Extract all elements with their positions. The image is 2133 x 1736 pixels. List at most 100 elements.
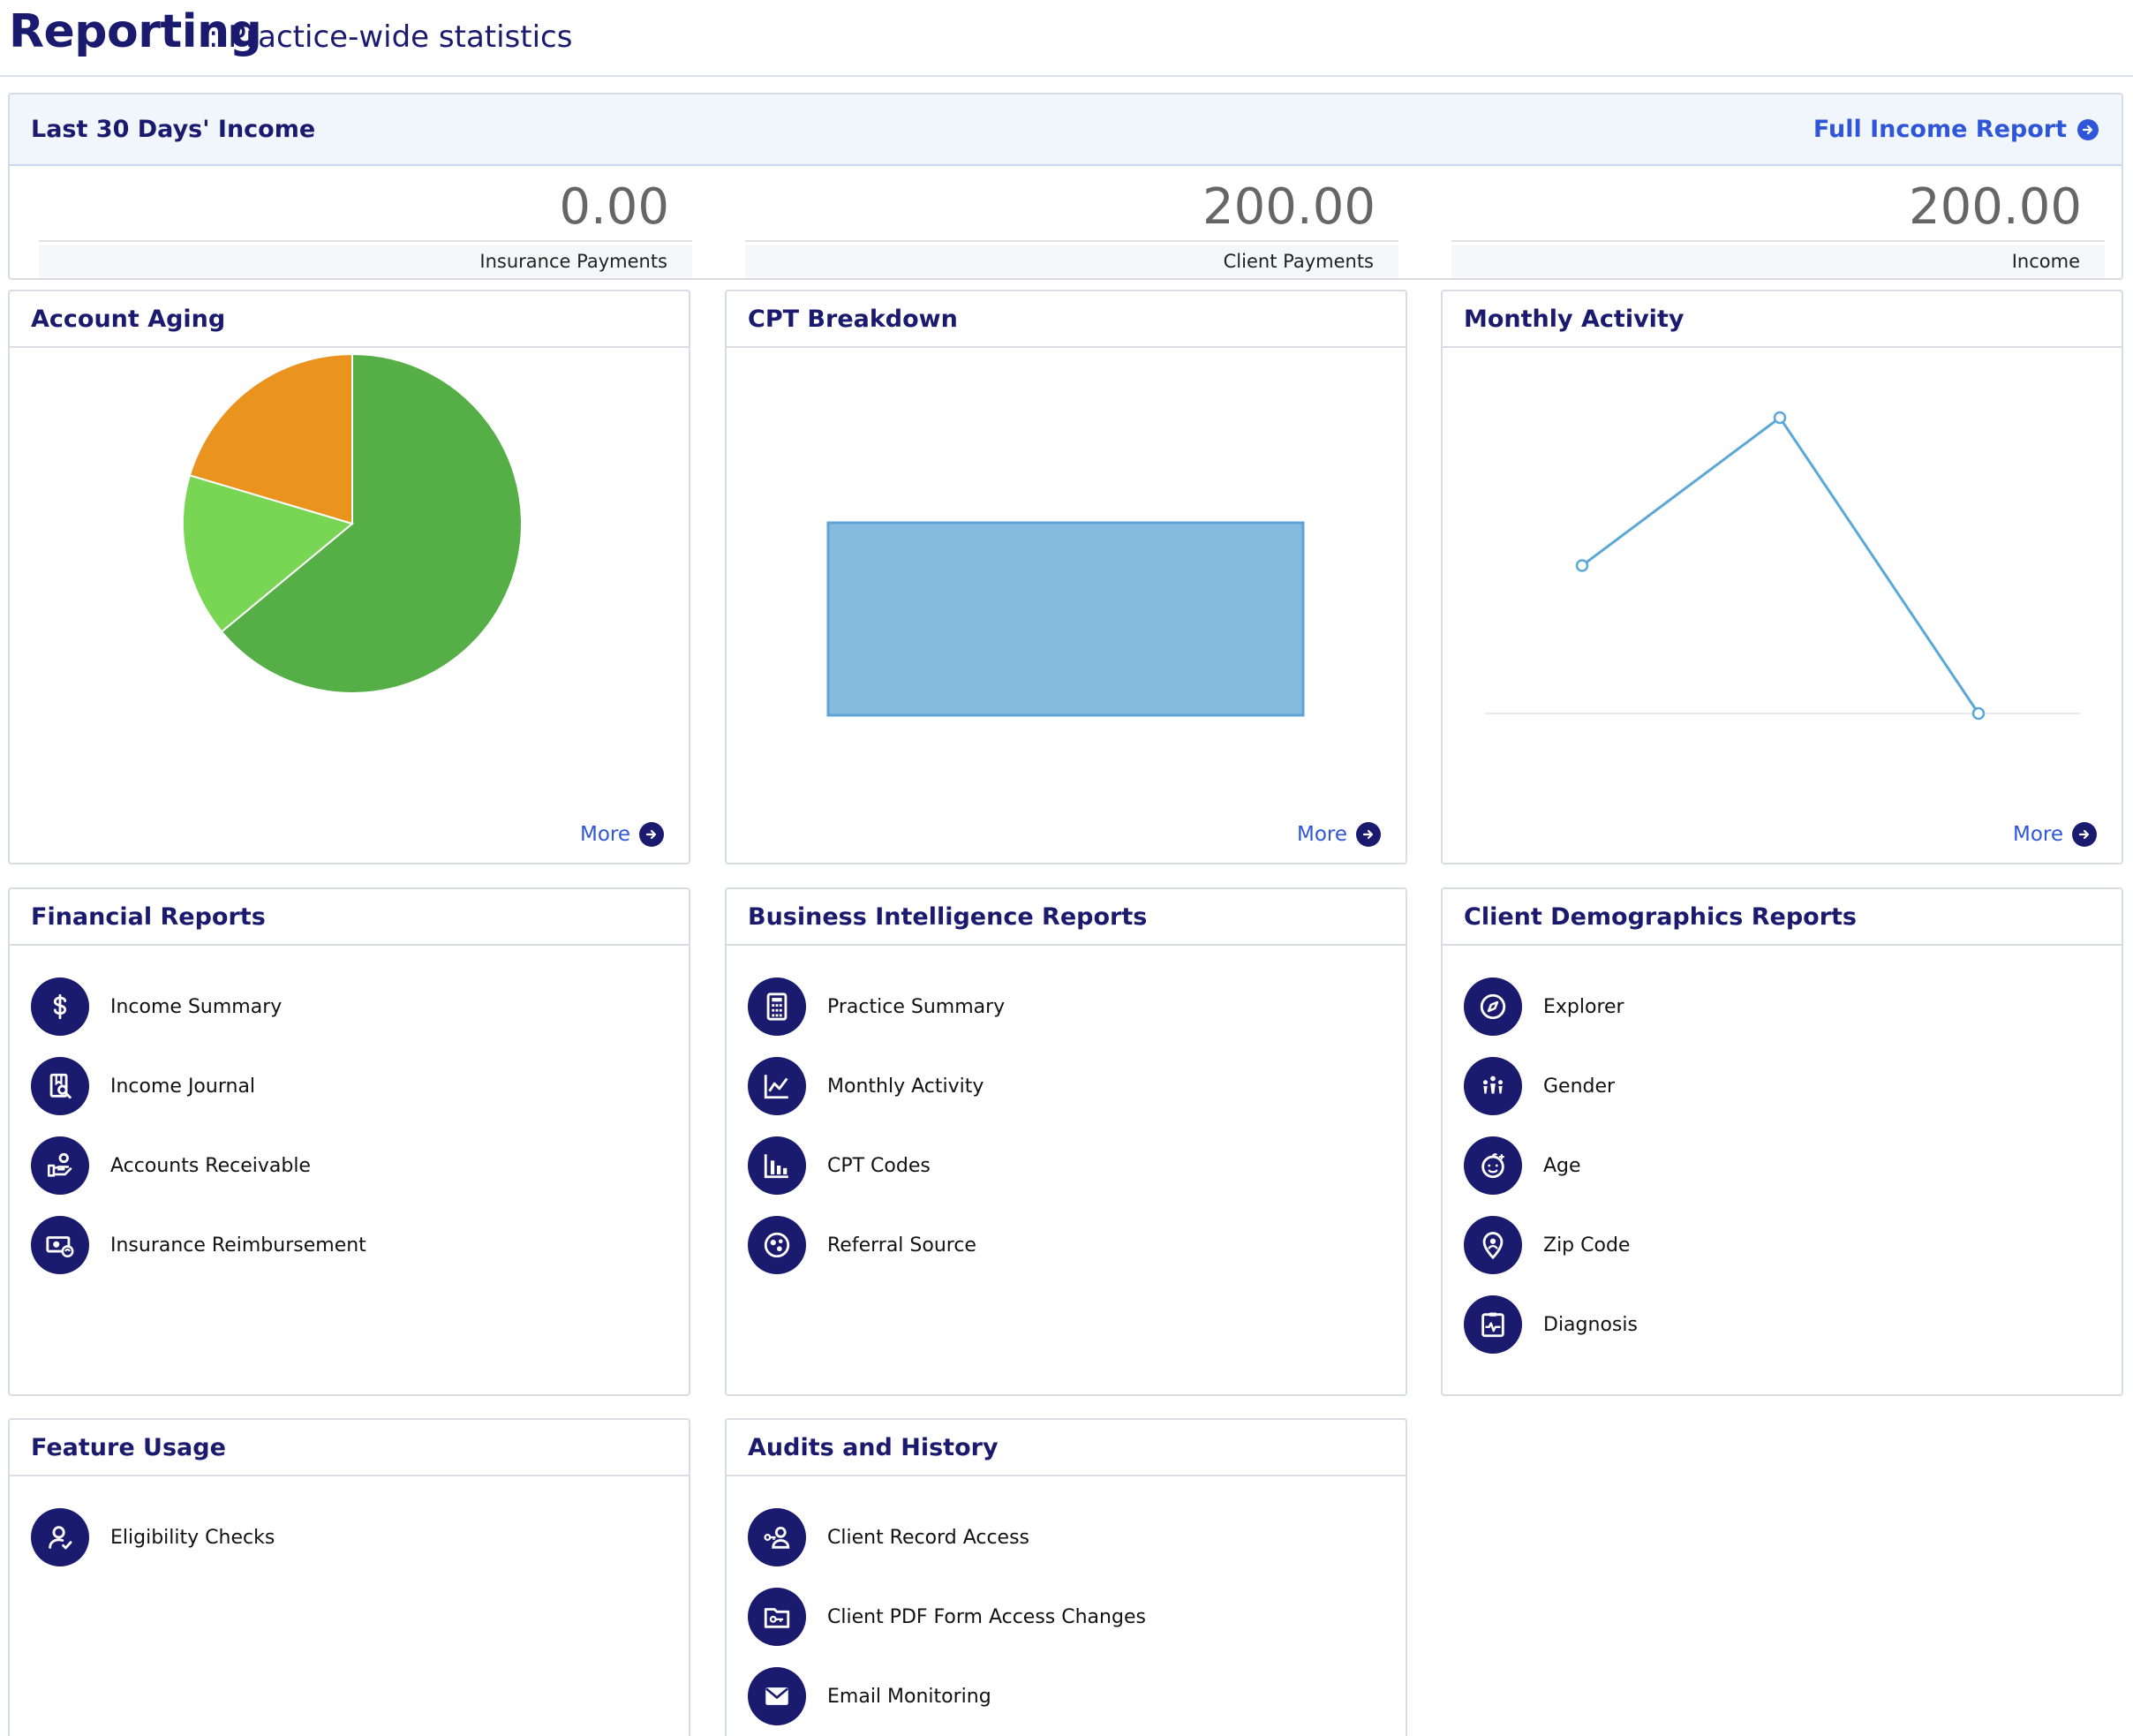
report-item-client-record-access[interactable]: Client Record Access — [748, 1498, 1406, 1577]
feature-usage-panel: Feature Usage Eligibility Checks — [8, 1418, 690, 1736]
item-label: CPT Codes — [827, 1154, 931, 1177]
item-label: Income Summary — [110, 995, 283, 1018]
audits-list: Client Record Access Client PDF Form Acc… — [727, 1476, 1406, 1736]
activity-point — [1773, 411, 1787, 425]
stat-label-box: Insurance Payments — [39, 245, 692, 277]
account-aging-chart-area — [10, 350, 689, 863]
feature-usage-title: Feature Usage — [31, 1433, 226, 1461]
map-pin-icon — [1464, 1216, 1522, 1274]
report-item-cpt-codes[interactable]: CPT Codes — [748, 1126, 1406, 1205]
report-item-eligibility-checks[interactable]: Eligibility Checks — [31, 1498, 689, 1577]
dollar-icon — [31, 977, 89, 1036]
arrow-right-circle-icon — [2072, 822, 2097, 847]
money-refresh-icon — [31, 1216, 89, 1274]
cpt-breakdown-more-link[interactable]: More — [1297, 822, 1381, 847]
account-aging-more-link[interactable]: More — [580, 822, 664, 847]
report-item-age[interactable]: Age — [1464, 1126, 2122, 1205]
monthly-activity-title: Monthly Activity — [1464, 305, 1685, 333]
item-label: Zip Code — [1543, 1234, 1631, 1257]
report-item-email-monitoring[interactable]: Email Monitoring — [748, 1657, 1406, 1736]
report-item-diagnosis[interactable]: Diagnosis — [1464, 1285, 2122, 1364]
people-icon — [1464, 1057, 1522, 1115]
report-item-client-pdf-form-access-changes[interactable]: Client PDF Form Access Changes — [748, 1577, 1406, 1657]
report-item-insurance-reimbursement[interactable]: Insurance Reimbursement — [31, 1205, 689, 1285]
income-panel: Last 30 Days' Income Full Income Report … — [8, 93, 2123, 280]
baby-face-icon — [1464, 1136, 1522, 1195]
item-label: Age — [1543, 1154, 1581, 1177]
bi-reports-panel: Business Intelligence Reports Practice S… — [725, 887, 1407, 1396]
cpt-bar — [826, 521, 1305, 717]
stat-label-box: Client Payments — [745, 245, 1398, 277]
report-item-zip-code[interactable]: Zip Code — [1464, 1205, 2122, 1285]
page-subtitle: : Practice-wide statistics — [208, 19, 573, 55]
report-item-monthly-activity[interactable]: Monthly Activity — [748, 1046, 1406, 1126]
financial-reports-header: Financial Reports — [10, 889, 689, 946]
item-label: Monthly Activity — [827, 1075, 984, 1098]
item-label: Diagnosis — [1543, 1313, 1638, 1336]
cpt-breakdown-chart-area — [727, 350, 1406, 863]
audits-panel: Audits and History Client Record Access … — [725, 1418, 1407, 1736]
report-item-explorer[interactable]: Explorer — [1464, 967, 2122, 1046]
cpt-breakdown-header: CPT Breakdown — [727, 291, 1406, 348]
cpt-breakdown-bar-chart — [826, 521, 1305, 717]
financial-reports-panel: Financial Reports Income Summary Income … — [8, 887, 690, 1396]
account-aging-panel: Account Aging More — [8, 290, 690, 864]
user-check-icon — [31, 1508, 89, 1566]
divider — [39, 240, 692, 242]
report-item-referral-source[interactable]: Referral Source — [748, 1205, 1406, 1285]
income-stat: 200.00 Income — [1451, 178, 2105, 277]
bi-reports-list: Practice Summary Monthly Activity CPT Co… — [727, 946, 1406, 1285]
audits-title: Audits and History — [748, 1433, 999, 1461]
report-item-accounts-receivable[interactable]: Accounts Receivable — [31, 1126, 689, 1205]
item-label: Eligibility Checks — [110, 1526, 275, 1549]
calculator-icon — [748, 977, 806, 1036]
bi-reports-title: Business Intelligence Reports — [748, 902, 1148, 931]
bi-reports-header: Business Intelligence Reports — [727, 889, 1406, 946]
demographics-reports-header: Client Demographics Reports — [1443, 889, 2122, 946]
demographics-reports-panel: Client Demographics Reports Explorer Gen… — [1441, 887, 2123, 1396]
demographics-reports-list: Explorer Gender Age Zip Code Diagnosis — [1443, 946, 2122, 1364]
financial-reports-title: Financial Reports — [31, 902, 266, 931]
insurance-payments-stat: 0.00 Insurance Payments — [39, 178, 692, 277]
income-panel-header: Last 30 Days' Income — [10, 94, 2122, 166]
user-key-icon — [748, 1508, 806, 1566]
more-label: More — [579, 823, 630, 846]
account-aging-header: Account Aging — [10, 291, 689, 348]
full-income-report-link[interactable]: Full Income Report — [1813, 116, 2099, 143]
item-label: Gender — [1543, 1075, 1616, 1098]
item-label: Income Journal — [110, 1075, 256, 1098]
stat-label: Income — [2011, 251, 2080, 272]
report-item-income-journal[interactable]: Income Journal — [31, 1046, 689, 1126]
pie-slice — [220, 352, 523, 694]
folder-key-icon — [748, 1588, 806, 1646]
page-header: Reporting : Practice-wide statistics — [0, 0, 2133, 77]
monthly-activity-line-chart — [1485, 411, 2080, 721]
stat-label: Insurance Payments — [479, 251, 667, 272]
monthly-activity-more-link[interactable]: More — [2013, 822, 2097, 847]
item-label: Referral Source — [827, 1234, 976, 1257]
compass-icon — [1464, 977, 1522, 1036]
report-item-income-summary[interactable]: Income Summary — [31, 967, 689, 1046]
feature-usage-header: Feature Usage — [10, 1420, 689, 1476]
report-item-gender[interactable]: Gender — [1464, 1046, 2122, 1126]
item-label: Client Record Access — [827, 1526, 1030, 1549]
bar-chart-icon — [748, 1136, 806, 1195]
divider — [745, 240, 1398, 242]
monthly-activity-panel: Monthly Activity More — [1441, 290, 2123, 864]
activity-line — [1581, 415, 1980, 714]
stat-value: 200.00 — [1202, 178, 1376, 236]
stat-value: 0.00 — [559, 178, 669, 236]
page-title: Reporting — [9, 5, 262, 58]
clipboard-pulse-icon — [1464, 1295, 1522, 1354]
arrow-right-circle-icon — [2077, 118, 2099, 140]
account-aging-pie-chart — [182, 352, 523, 694]
envelope-icon — [748, 1667, 806, 1725]
financial-reports-list: Income Summary Income Journal Accounts R… — [10, 946, 689, 1285]
report-item-practice-summary[interactable]: Practice Summary — [748, 967, 1406, 1046]
account-aging-title: Account Aging — [31, 305, 226, 333]
item-label: Insurance Reimbursement — [110, 1234, 366, 1257]
more-label: More — [2012, 823, 2063, 846]
pie-slice — [188, 352, 353, 525]
divider — [1451, 240, 2105, 242]
stat-label-box: Income — [1451, 245, 2105, 277]
